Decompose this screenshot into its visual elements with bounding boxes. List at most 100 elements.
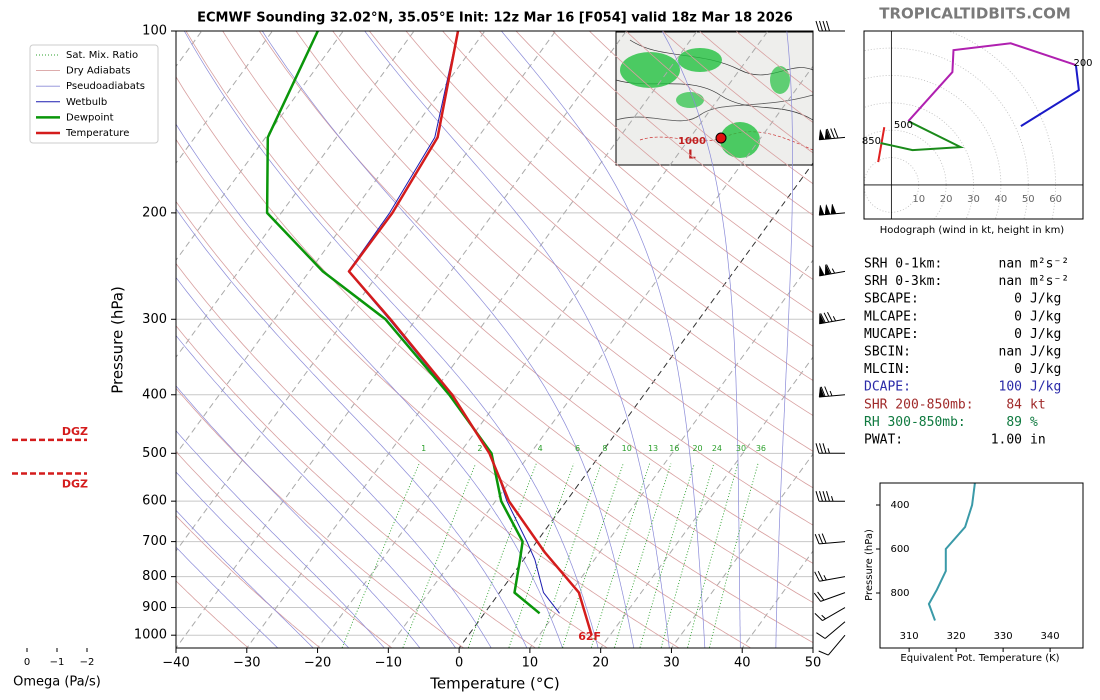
moist-adiabat	[176, 509, 314, 648]
moist-adiabat	[661, 31, 741, 648]
y-axis-label: Pressure (hPa)	[109, 286, 127, 394]
moist-adiabat	[176, 546, 279, 648]
isotherm	[600, 356, 813, 648]
barb-staff	[819, 386, 846, 398]
barb-staff	[815, 443, 845, 454]
index-value: 0	[1014, 292, 1022, 307]
legend-frame	[29, 44, 159, 144]
y-tick-label: 700	[142, 534, 167, 549]
index-value: 0	[1014, 309, 1022, 324]
index-unit: m²s⁻²	[1030, 274, 1069, 289]
moist-adiabat	[176, 276, 492, 648]
dry-adiabat	[258, 31, 813, 526]
mixing-ratio-label: 2	[477, 444, 482, 453]
barb-staff	[814, 570, 846, 582]
barb-flag	[818, 128, 831, 140]
hodograph-label: Hodograph (wind in kt, height in km)	[880, 225, 1065, 236]
moist-adiabat	[364, 31, 670, 648]
barb-staff	[815, 20, 845, 32]
dry-adiabat	[478, 31, 813, 314]
wind-barb	[816, 621, 846, 639]
x-tick-label: 30	[663, 656, 680, 671]
index-label: PWAT:	[864, 433, 903, 448]
index-unit: in	[1030, 433, 1046, 448]
legend-label: Pseudoadiabats	[66, 81, 145, 92]
index-label: MLCAPE:	[864, 309, 919, 324]
dry-adiabat	[176, 325, 537, 648]
map-precip	[620, 52, 680, 88]
profile-line	[265, 31, 541, 615]
dry-adiabat	[368, 31, 813, 417]
wind-barb	[813, 591, 846, 602]
background-lines	[176, 31, 813, 648]
index-label: SBCAPE:	[864, 292, 919, 307]
map-coast	[615, 94, 814, 122]
index-unit: J/kg	[1030, 327, 1061, 342]
thetae-x-tick-label: 330	[994, 631, 1013, 642]
index-unit: %	[1030, 415, 1038, 430]
isotherm	[670, 453, 813, 648]
site-brand: TROPICALTIDBITS.COM	[879, 5, 1071, 23]
dry-adiabat	[176, 451, 393, 648]
barb-staff	[818, 634, 846, 656]
wind-barb	[818, 634, 846, 656]
isotherm	[458, 162, 813, 648]
barb-flag	[819, 264, 831, 277]
index-label: MUCAPE:	[864, 327, 919, 342]
isotherm	[176, 31, 486, 455]
y-tick-label: 1000	[134, 628, 167, 643]
index-value: 84	[1006, 397, 1022, 412]
index-label: RH 300-850mb:	[864, 415, 966, 430]
mixing-ratio-label: 30	[736, 444, 746, 453]
map-label: L	[688, 148, 696, 162]
isotherm	[246, 31, 698, 648]
thetae-x-label: Equivalent Pot. Temperature (K)	[900, 653, 1059, 664]
mixing-ratio-line	[708, 463, 759, 648]
index-value: 89	[1006, 415, 1022, 430]
mixing-ratio-line	[687, 463, 739, 648]
isotherm	[529, 259, 813, 648]
legend-label: Sat. Mix. Ratio	[66, 50, 138, 61]
mixing-ratio-label: 10	[622, 444, 632, 453]
x-tick-label: −20	[304, 656, 331, 671]
isotherm	[316, 31, 769, 648]
dry-adiabat	[176, 387, 465, 648]
legend-label: Temperature	[65, 128, 129, 139]
index-label: SBCIN:	[864, 345, 911, 360]
map-location	[715, 132, 727, 144]
dry-adiabat	[176, 580, 249, 648]
y-tick-label: 900	[142, 600, 167, 615]
map-label: 1000	[678, 136, 706, 147]
wind-barb	[819, 264, 846, 277]
wind-barb	[814, 533, 846, 545]
index-label: SRH 0-3km:	[864, 274, 942, 289]
index-label: MLCIN:	[864, 362, 911, 377]
profile-line	[347, 31, 593, 636]
thetae-x-tick-label: 320	[947, 631, 966, 642]
hodograph-ring-label: 30	[967, 194, 980, 205]
moist-adiabat	[176, 208, 528, 648]
hodograph-line	[880, 120, 965, 152]
map-precip	[678, 48, 722, 72]
omega-tick-label: 0	[24, 657, 30, 668]
chart-title: ECMWF Sounding 32.02°N, 35.05°E Init: 12…	[197, 11, 793, 26]
omega-label: Omega (Pa/s)	[13, 675, 101, 690]
dry-adiabat	[222, 31, 813, 564]
moist-adiabat	[176, 471, 350, 648]
y-tick-label: 200	[142, 205, 167, 220]
barb-staff	[819, 311, 846, 325]
index-unit: J/kg	[1030, 362, 1061, 377]
dry-adiabat	[176, 200, 680, 648]
hodograph-ring-label: 50	[1022, 194, 1035, 205]
mixing-ratio-label: 6	[575, 444, 580, 453]
mixing-ratio-line	[467, 463, 537, 648]
hodograph-ring-label: 20	[940, 194, 953, 205]
omega-tick-label: −2	[80, 657, 95, 668]
y-tick-label: 300	[142, 312, 167, 327]
hodograph-line	[1020, 64, 1080, 127]
legend-label: Dewpoint	[66, 112, 114, 123]
index-unit: J/kg	[1030, 345, 1061, 360]
hodograph-ring-label: 10	[912, 194, 925, 205]
moist-adiabat	[176, 430, 385, 648]
hodograph-line	[907, 42, 1077, 122]
